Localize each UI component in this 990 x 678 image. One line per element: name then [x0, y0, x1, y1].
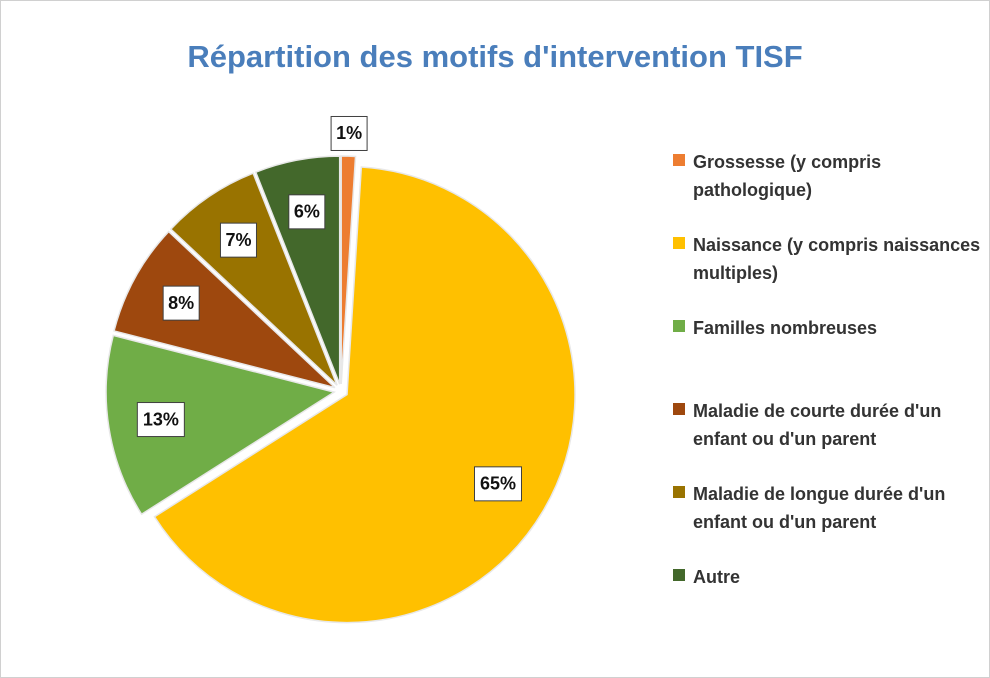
pie-slice — [169, 172, 338, 386]
data-label-box — [219, 222, 257, 258]
legend-label: Autre — [693, 567, 741, 587]
data-label: 8% — [168, 293, 194, 313]
legend-label: Maladie de courte durée d'un enfant ou d… — [693, 401, 942, 449]
legend-label: Grossesse (y compris pathologique) — [693, 152, 882, 200]
data-label: 65% — [480, 474, 516, 494]
legend-swatch — [673, 237, 685, 249]
legend: Grossesse (y compris pathologique) Naissa… — [673, 148, 983, 646]
data-label: 6% — [294, 202, 320, 222]
chart-title: Répartition des motifs d'intervention TI… — [187, 39, 802, 74]
data-label: 13% — [143, 409, 179, 429]
pie-slice — [340, 155, 357, 385]
pie-slice — [105, 334, 336, 516]
pie-slice — [113, 230, 336, 389]
legend-item: Maladie de longue durée d'un enfant ou d… — [673, 480, 983, 563]
legend-swatch — [673, 403, 685, 415]
pie-slice — [153, 166, 576, 624]
legend-swatch — [673, 154, 685, 166]
legend-label: Naissance (y compris naissances multiple… — [693, 235, 981, 283]
legend-label: Familles nombreuses — [693, 318, 878, 338]
legend-swatch — [673, 320, 685, 332]
legend-label: Maladie de longue durée d'un enfant ou d… — [693, 484, 946, 532]
data-label: 7% — [225, 230, 251, 250]
legend-item: Naissance (y compris naissances multiple… — [673, 231, 983, 314]
data-label-box — [288, 194, 326, 230]
legend-item: Autre — [673, 563, 983, 646]
legend-item: Maladie de courte durée d'un enfant ou d… — [673, 397, 983, 480]
legend-item: Familles nombreuses — [673, 314, 983, 397]
data-label-box — [330, 115, 368, 151]
data-label-box — [162, 285, 200, 321]
data-label-box — [136, 402, 185, 438]
legend-item: Grossesse (y compris pathologique) — [673, 148, 983, 231]
data-label: 1% — [336, 123, 362, 143]
legend-swatch — [673, 486, 685, 498]
data-label-box — [473, 466, 522, 502]
legend-swatch — [673, 569, 685, 581]
